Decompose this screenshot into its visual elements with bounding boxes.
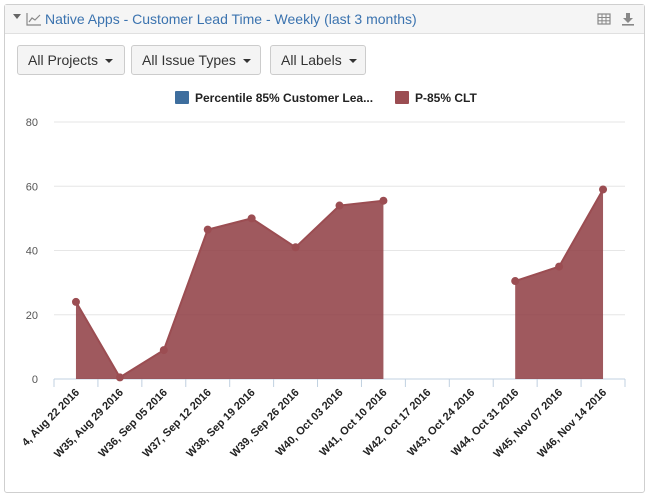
collapse-caret-icon[interactable] [13, 14, 21, 19]
panel-header: Native Apps - Customer Lead Time - Weekl… [5, 5, 644, 34]
series-area-p85-clt [515, 189, 604, 379]
chart-panel: Native Apps - Customer Lead Time - Weekl… [4, 4, 645, 493]
legend-swatch [175, 91, 189, 104]
data-point [159, 346, 168, 355]
data-point [291, 243, 300, 252]
y-tick-label: 60 [26, 181, 38, 193]
chevron-down-icon [105, 59, 114, 64]
y-tick-label: 0 [32, 374, 38, 386]
data-point [335, 201, 344, 210]
labels-filter-button[interactable]: All Labels [270, 45, 366, 75]
data-point [379, 196, 388, 205]
series-line-p85-clt [75, 199, 384, 379]
y-tick-label: 20 [26, 310, 38, 322]
data-point [599, 185, 608, 194]
chevron-down-icon [242, 59, 251, 64]
y-tick-label: 80 [26, 117, 38, 129]
legend-label: P-85% CLT [415, 91, 477, 105]
table-view-icon[interactable] [597, 12, 611, 26]
data-point [71, 297, 80, 306]
legend-label: Percentile 85% Customer Lea... [195, 91, 373, 105]
panel-title[interactable]: Native Apps - Customer Lead Time - Weekl… [45, 11, 417, 27]
download-icon[interactable] [621, 12, 635, 26]
data-point [511, 277, 520, 286]
chevron-down-icon [348, 59, 357, 64]
data-point [115, 373, 124, 382]
y-tick-label: 40 [26, 246, 38, 258]
projects-filter-button[interactable]: All Projects [17, 45, 125, 75]
data-point [203, 225, 212, 234]
line-chart-icon [26, 13, 41, 26]
data-point [247, 214, 256, 223]
legend-swatch [395, 91, 409, 104]
issue-types-filter-label: All Issue Types [142, 52, 236, 68]
series-area-p85-clt [75, 200, 384, 379]
data-point [555, 262, 564, 271]
issue-types-filter-button[interactable]: All Issue Types [131, 45, 261, 75]
labels-filter-label: All Labels [281, 52, 342, 68]
projects-filter-label: All Projects [28, 52, 99, 68]
